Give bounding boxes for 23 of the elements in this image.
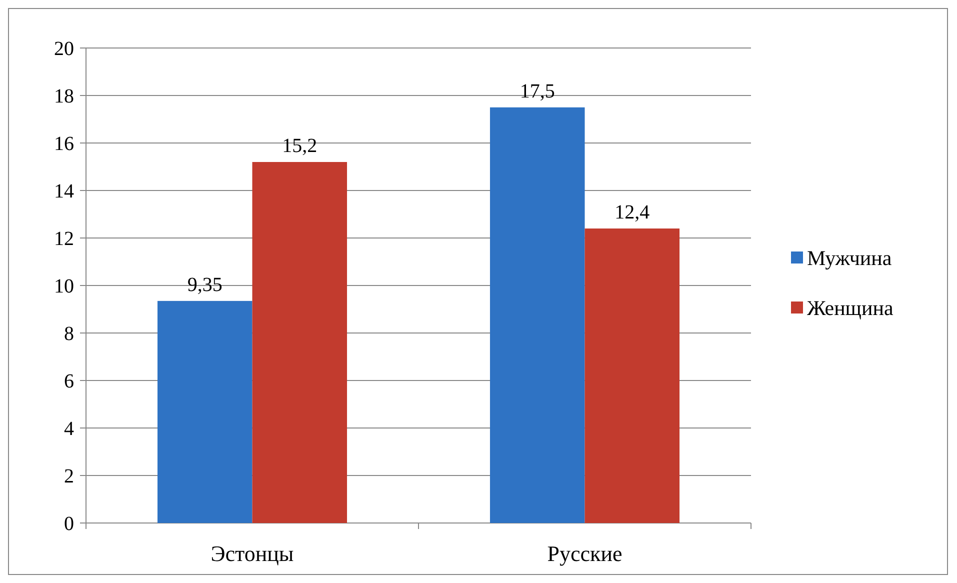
bar: [490, 107, 585, 523]
y-tick-label: 4: [64, 418, 74, 440]
y-tick-label: 0: [64, 513, 74, 535]
bar: [584, 228, 680, 523]
x-tick-label: Эстонцы: [210, 541, 294, 566]
y-tick-label: 18: [54, 86, 74, 108]
y-tick-label: 6: [64, 370, 74, 392]
y-tick-label: 10: [54, 276, 74, 298]
legend-label: Мужчина: [807, 246, 892, 270]
bar: [157, 300, 252, 523]
data-label: 12,4: [614, 202, 650, 224]
data-label: 9,35: [187, 274, 222, 296]
bar: [252, 162, 348, 523]
y-tick-label: 12: [54, 228, 74, 250]
data-label: 15,2: [282, 135, 318, 157]
y-tick-label: 16: [54, 133, 74, 155]
y-tick-label: 14: [54, 180, 74, 202]
y-tick-label: 2: [64, 466, 74, 488]
data-label: 17,5: [520, 80, 555, 102]
y-tick-label: 8: [64, 323, 74, 345]
x-tick-label: Русские: [547, 541, 622, 566]
legend-label: Женщина: [807, 296, 894, 320]
y-tick-label: 20: [54, 38, 74, 60]
